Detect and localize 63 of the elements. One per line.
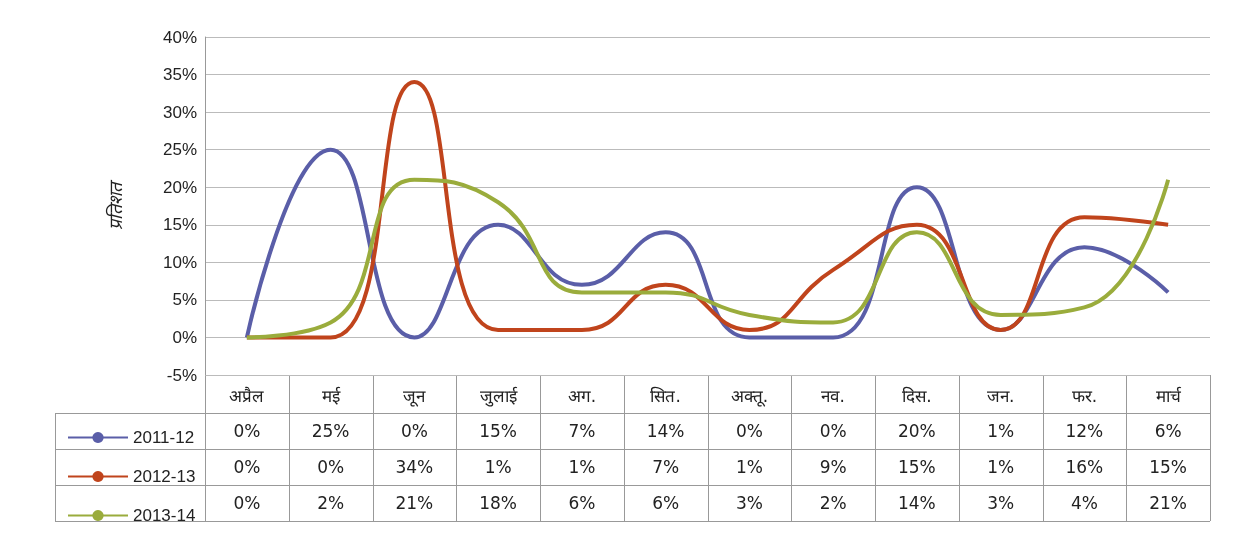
y-tick-label: 5% [172, 290, 197, 310]
x-tick-label: सित. [650, 385, 681, 406]
x-tick-label: मार्च [1155, 385, 1182, 406]
x-tick-label: मई [321, 385, 341, 406]
line-series [244, 177, 1171, 340]
y-tick-label: 40% [162, 27, 197, 47]
data-label: 0% [734, 420, 764, 443]
legend-label: 2012-13 [133, 467, 196, 486]
x-tick-label: दिस. [902, 385, 932, 406]
data-label: 25% [310, 420, 351, 443]
data-label: 3% [986, 492, 1016, 515]
x-tick-label: अक्तू. [730, 385, 769, 407]
data-label: 2% [818, 492, 848, 515]
x-tick-label: जून [403, 385, 427, 407]
y-axis-title: प्रतिशत [105, 178, 126, 230]
data-label: 34% [394, 456, 435, 479]
x-tick-label: अग. [567, 385, 597, 406]
data-label: 1% [567, 456, 597, 479]
data-label: 0% [316, 456, 346, 479]
y-tick-label: 15% [162, 215, 197, 235]
y-tick-label: 10% [162, 252, 197, 272]
y-tick-label: 30% [162, 102, 197, 122]
data-label: 2% [316, 492, 346, 515]
y-tick-label: -5% [166, 365, 197, 385]
x-tick-label: जुलाई [479, 385, 518, 407]
data-label: 1% [986, 420, 1016, 443]
data-label: 0% [232, 456, 262, 479]
data-label: 1% [986, 456, 1016, 479]
data-label: 3% [734, 492, 764, 515]
data-label: 7% [651, 456, 681, 479]
data-label: 7% [567, 420, 597, 443]
data-label: 1% [734, 456, 764, 479]
data-label: 15% [896, 456, 937, 479]
legend-label: 2011-12 [133, 428, 195, 447]
data-label: 0% [232, 492, 262, 515]
data-label: 0% [399, 420, 429, 443]
data-label: 16% [1064, 456, 1105, 479]
data-label: 0% [818, 420, 848, 443]
data-label: 15% [1148, 456, 1188, 479]
y-tick-label: 25% [162, 140, 197, 160]
x-tick-label: अप्रैल [229, 385, 265, 406]
data-label: 15% [478, 420, 518, 443]
data-label: 9% [818, 456, 848, 479]
data-label: 14% [896, 492, 937, 515]
y-tick-label: 0% [172, 327, 197, 347]
data-label: 21% [1148, 492, 1188, 515]
data-label: 0% [232, 420, 262, 443]
data-label: 1% [483, 456, 513, 479]
data-label: 20% [896, 420, 937, 443]
y-tick-label: 20% [162, 177, 197, 197]
data-label: 14% [645, 420, 686, 443]
data-label: 18% [478, 492, 518, 515]
data-label: 6% [651, 492, 681, 515]
x-tick-label: जन. [986, 385, 1015, 406]
data-label: 4% [1069, 492, 1099, 515]
data-label: 21% [394, 492, 435, 515]
y-tick-label: 35% [162, 65, 197, 85]
legend-label: 2013-14 [133, 506, 196, 525]
x-tick-label: नव. [821, 385, 845, 406]
data-label: 6% [567, 492, 597, 515]
x-tick-label: फर. [1071, 385, 1098, 406]
data-label: 12% [1064, 420, 1105, 443]
data-label: 6% [1153, 420, 1183, 443]
